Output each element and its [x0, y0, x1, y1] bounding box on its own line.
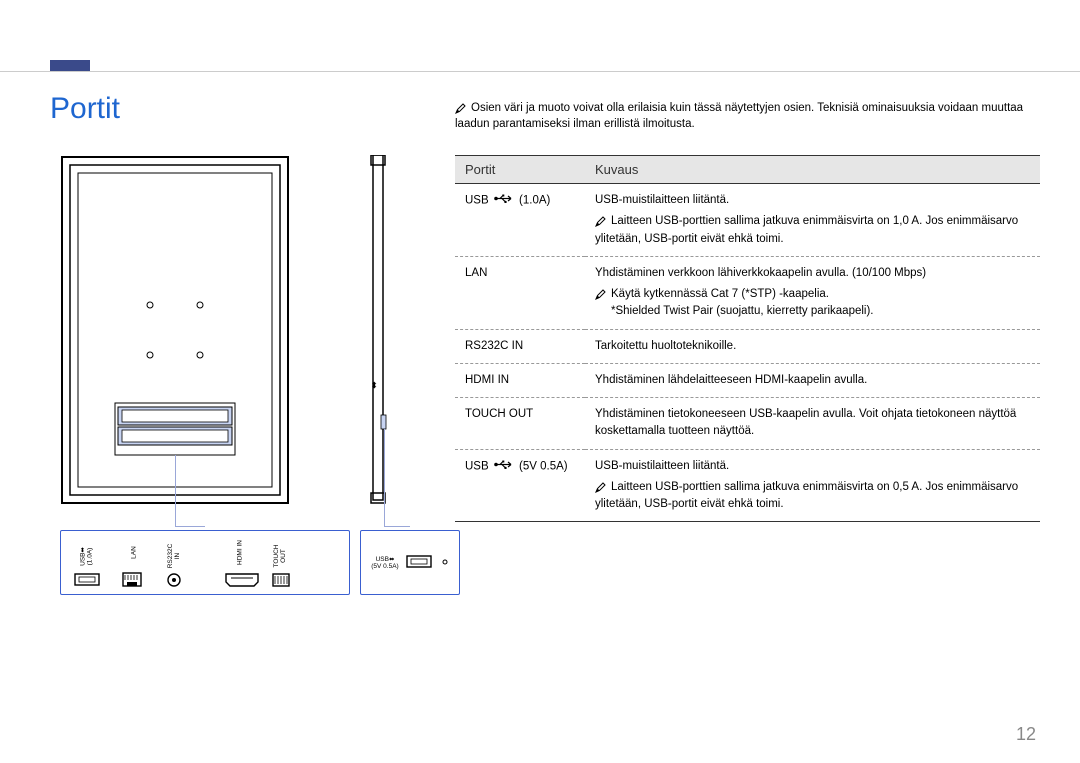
desc-text: Yhdistäminen tietokoneeseen USB-kaapelin…: [595, 408, 1016, 437]
port-panel-side: USB⬌ (5V 0.5A): [360, 530, 460, 595]
table-header: Portit: [455, 156, 585, 184]
port-label: HDMI IN: [237, 538, 244, 568]
desc-text: USB-muistilaitteen liitäntä.: [595, 460, 729, 472]
table-row: RS232C IN Tarkoitettu huoltoteknikoille.: [455, 329, 1040, 363]
desc-text: Yhdistäminen verkkoon lähiverkkokaapelin…: [595, 267, 926, 279]
port-name-cell: USB (1.0A): [455, 184, 585, 257]
port-name-cell: HDMI IN: [455, 363, 585, 397]
pencil-icon: [455, 102, 467, 114]
page-title: Portit: [50, 92, 120, 126]
port-label: RS232C IN: [167, 541, 181, 571]
port-name-cell: USB (5V 0.5A): [455, 449, 585, 522]
desc-text: USB-muistilaitteen liitäntä.: [595, 194, 729, 206]
diagram-area: ⬌ USB⬌ (1.0A) LAN RS232C IN HDMI IN TOUC…: [60, 155, 430, 610]
usb-icon: [494, 458, 514, 475]
desc-note: Käytä kytkennässä Cat 7 (*STP) -kaapelia…: [595, 286, 1030, 303]
port-name-cell: LAN: [455, 256, 585, 329]
table-row: TOUCH OUT Yhdistäminen tietokoneeseen USB…: [455, 398, 1040, 450]
display-side-illustration: ⬌: [365, 155, 389, 505]
port-label: USB⬌ (5V 0.5A): [367, 555, 403, 570]
port-icons: [405, 553, 455, 573]
port-desc-cell: Yhdistäminen verkkoon lähiverkkokaapelin…: [585, 256, 1040, 329]
connector-line: [175, 526, 205, 527]
port-desc-cell: Yhdistäminen tietokoneeseen USB-kaapelin…: [585, 398, 1040, 450]
port-desc-cell: Tarkoitettu huoltoteknikoille.: [585, 329, 1040, 363]
port-label: USB⬌ (1.0A): [79, 542, 94, 572]
desc-note: Laitteen USB-porttien sallima jatkuva en…: [595, 213, 1030, 248]
usb-icon: [494, 192, 514, 209]
pencil-icon: [595, 288, 607, 300]
top-note: Osien väri ja muoto voivat olla erilaisi…: [455, 100, 1040, 132]
connector-line: [384, 429, 385, 527]
connector-line: [384, 526, 410, 527]
port-label: TOUCH OUT: [273, 541, 287, 571]
table-row: LAN Yhdistäminen verkkoon lähiverkkokaape…: [455, 256, 1040, 329]
top-note-text: Osien väri ja muoto voivat olla erilaisi…: [455, 102, 1023, 130]
connector-line: [175, 455, 176, 527]
ports-table: Portit Kuvaus USB (1.0A)USB-muistilaitte…: [455, 155, 1040, 522]
svg-text:⬌: ⬌: [369, 381, 379, 389]
header-tab: [50, 60, 90, 71]
pencil-icon: [595, 481, 607, 493]
table-row: USB (5V 0.5A)USB-muistilaitteen liitäntä…: [455, 449, 1040, 522]
port-desc-cell: Yhdistäminen lähdelaitteeseen HDMI-kaape…: [585, 363, 1040, 397]
port-panel-main: USB⬌ (1.0A) LAN RS232C IN HDMI IN TOUCH …: [60, 530, 350, 595]
pencil-icon: [595, 215, 607, 227]
port-desc-cell: USB-muistilaitteen liitäntä. Laitteen USB…: [585, 449, 1040, 522]
desc-note-line2: *Shielded Twist Pair (suojattu, kierrett…: [595, 303, 1030, 320]
table-row: USB (1.0A) USB-muistilaitteen liitäntä. La…: [455, 184, 1040, 257]
display-back-illustration: [60, 155, 290, 505]
page-number: 12: [1016, 724, 1036, 745]
port-name-cell: RS232C IN: [455, 329, 585, 363]
desc-text: Tarkoitettu huoltoteknikoille.: [595, 340, 736, 352]
desc-text: Yhdistäminen lähdelaitteeseen HDMI-kaape…: [595, 374, 867, 386]
port-icons: [61, 571, 351, 591]
port-name-cell: TOUCH OUT: [455, 398, 585, 450]
table-row: HDMI IN Yhdistäminen lähdelaitteeseen HDM…: [455, 363, 1040, 397]
desc-note: Laitteen USB-porttien sallima jatkuva en…: [595, 479, 1030, 514]
header-rule: [0, 60, 1080, 72]
table-header: Kuvaus: [585, 156, 1040, 184]
port-label: LAN: [131, 538, 138, 568]
port-desc-cell: USB-muistilaitteen liitäntä. Laitteen USB…: [585, 184, 1040, 257]
